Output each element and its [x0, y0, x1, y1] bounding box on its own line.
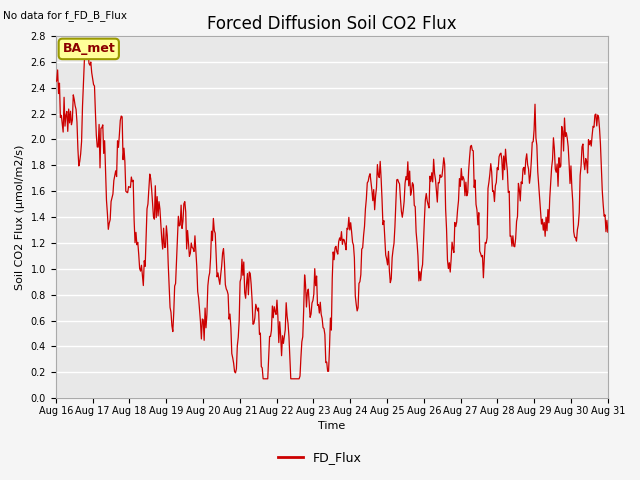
Text: No data for f_FD_B_Flux: No data for f_FD_B_Flux — [3, 10, 127, 21]
Text: BA_met: BA_met — [63, 42, 115, 55]
Title: Forced Diffusion Soil CO2 Flux: Forced Diffusion Soil CO2 Flux — [207, 15, 456, 33]
Legend: FD_Flux: FD_Flux — [273, 446, 367, 469]
X-axis label: Time: Time — [318, 421, 346, 432]
Y-axis label: Soil CO2 Flux (μmol/m2/s): Soil CO2 Flux (μmol/m2/s) — [15, 144, 25, 290]
